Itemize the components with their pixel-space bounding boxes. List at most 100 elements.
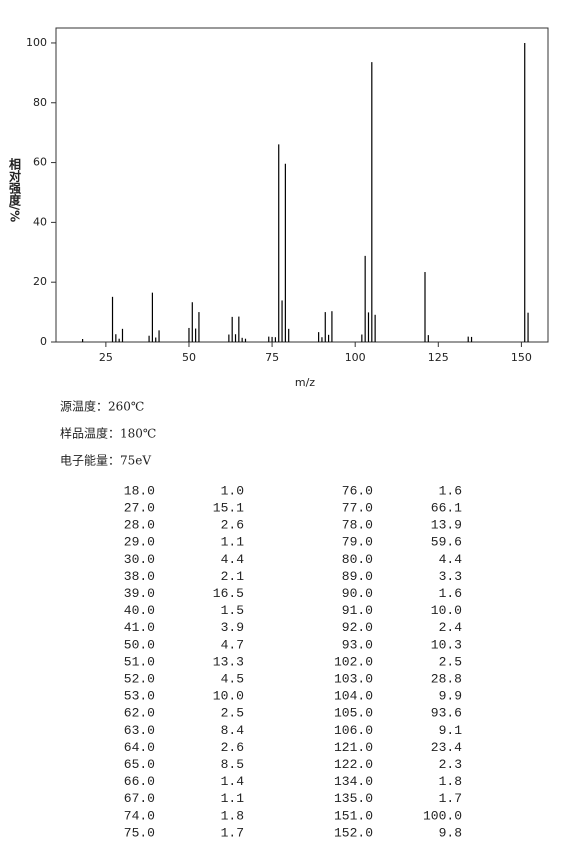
table-cell: 134.0	[334, 774, 373, 789]
table-cell: 105.0	[334, 706, 373, 721]
table-cell: 3.3	[439, 569, 462, 584]
plot-frame	[55, 27, 549, 343]
table-cell: 66.0	[124, 774, 155, 789]
table-cell: 76.0	[342, 483, 373, 498]
table-cell: 151.0	[334, 808, 373, 823]
table-cell: 38.0	[124, 569, 155, 584]
x-tick-label: 25	[99, 351, 113, 364]
table-cell: 100.0	[423, 808, 462, 823]
table-cell: 1.1	[221, 791, 245, 806]
table-cell: 1.7	[439, 791, 462, 806]
table-cell: 93.6	[431, 706, 462, 721]
table-cell: 74.0	[124, 808, 155, 823]
table-cell: 63.0	[124, 723, 155, 738]
y-tick-label: 40	[33, 215, 47, 228]
table-cell: 13.9	[431, 518, 462, 533]
table-cell: 1.7	[221, 825, 244, 840]
table-cell: 18.0	[124, 483, 155, 498]
table-cell: 1.8	[439, 774, 462, 789]
table-cell: 40.0	[124, 603, 155, 618]
table-cell: 90.0	[342, 586, 373, 601]
table-cell: 50.0	[124, 637, 155, 652]
y-tick-label: 60	[33, 156, 47, 169]
table-cell: 106.0	[334, 723, 373, 738]
y-tick-label: 20	[33, 275, 47, 288]
x-axis-label: m/z	[295, 376, 315, 389]
table-cell: 15.1	[213, 501, 244, 516]
table-cell: 121.0	[334, 740, 373, 755]
table-cell: 28.0	[124, 518, 155, 533]
x-tick-label: 100	[345, 351, 366, 364]
table-cell: 9.8	[439, 825, 462, 840]
table-cell: 64.0	[124, 740, 155, 755]
y-tick-label: 100	[26, 36, 47, 49]
table-cell: 89.0	[342, 569, 373, 584]
table-cell: 1.0	[221, 483, 244, 498]
table-cell: 135.0	[334, 791, 373, 806]
y-tick-label: 0	[40, 335, 47, 348]
table-cell: 51.0	[124, 654, 155, 669]
table-cell: 8.5	[221, 757, 244, 772]
table-cell: 9.9	[439, 689, 462, 704]
table-cell: 1.8	[221, 808, 244, 823]
table-cell: 79.0	[342, 535, 373, 550]
table-cell: 2.6	[221, 740, 244, 755]
table-cell: 103.0	[334, 672, 373, 687]
info-line: 电子能量：75eV	[60, 454, 151, 468]
table-cell: 91.0	[342, 603, 373, 618]
table-cell: 23.4	[431, 740, 462, 755]
table-cell: 78.0	[342, 518, 373, 533]
table-cell: 41.0	[124, 620, 155, 635]
table-cell: 77.0	[342, 501, 373, 516]
y-tick-label: 80	[33, 96, 47, 109]
table-cell: 13.3	[213, 654, 244, 669]
table-cell: 53.0	[124, 689, 155, 704]
x-tick-label: 75	[265, 351, 279, 364]
x-tick-label: 50	[182, 351, 196, 364]
table-cell: 2.1	[221, 569, 245, 584]
table-cell: 93.0	[342, 637, 373, 652]
table-cell: 52.0	[124, 672, 155, 687]
table-cell: 27.0	[124, 501, 155, 516]
table-cell: 67.0	[124, 791, 155, 806]
table-cell: 29.0	[124, 535, 155, 550]
table-cell: 3.9	[221, 620, 244, 635]
table-cell: 30.0	[124, 552, 155, 567]
table-cell: 1.6	[439, 586, 462, 601]
table-cell: 28.8	[431, 672, 462, 687]
table-cell: 122.0	[334, 757, 373, 772]
table-cell: 102.0	[334, 654, 373, 669]
table-cell: 4.7	[221, 637, 244, 652]
x-tick-label: 150	[511, 351, 532, 364]
y-axis-label: 相对强度/%	[8, 156, 22, 222]
info-line: 样品温度：180℃	[60, 426, 156, 441]
table-cell: 2.6	[221, 518, 244, 533]
info-line: 源温度：260℃	[60, 399, 144, 414]
table-cell: 4.5	[221, 672, 244, 687]
table-cell: 92.0	[342, 620, 373, 635]
table-cell: 65.0	[124, 757, 155, 772]
table-cell: 1.4	[221, 774, 245, 789]
table-cell: 62.0	[124, 706, 155, 721]
x-tick-label: 125	[428, 351, 449, 364]
table-cell: 4.4	[221, 552, 245, 567]
table-cell: 2.4	[439, 620, 463, 635]
table-cell: 8.4	[221, 723, 245, 738]
table-cell: 80.0	[342, 552, 373, 567]
table-cell: 59.6	[431, 535, 462, 550]
table-cell: 2.3	[439, 757, 462, 772]
table-cell: 66.1	[431, 501, 462, 516]
table-cell: 2.5	[439, 654, 462, 669]
table-cell: 39.0	[124, 586, 155, 601]
table-cell: 1.1	[221, 535, 245, 550]
table-cell: 1.5	[221, 603, 244, 618]
table-cell: 75.0	[124, 825, 155, 840]
table-cell: 152.0	[334, 825, 373, 840]
table-cell: 10.3	[431, 637, 462, 652]
table-cell: 16.5	[213, 586, 244, 601]
table-cell: 1.6	[439, 483, 462, 498]
table-cell: 10.0	[213, 689, 244, 704]
table-cell: 2.5	[221, 706, 244, 721]
table-cell: 104.0	[334, 689, 373, 704]
